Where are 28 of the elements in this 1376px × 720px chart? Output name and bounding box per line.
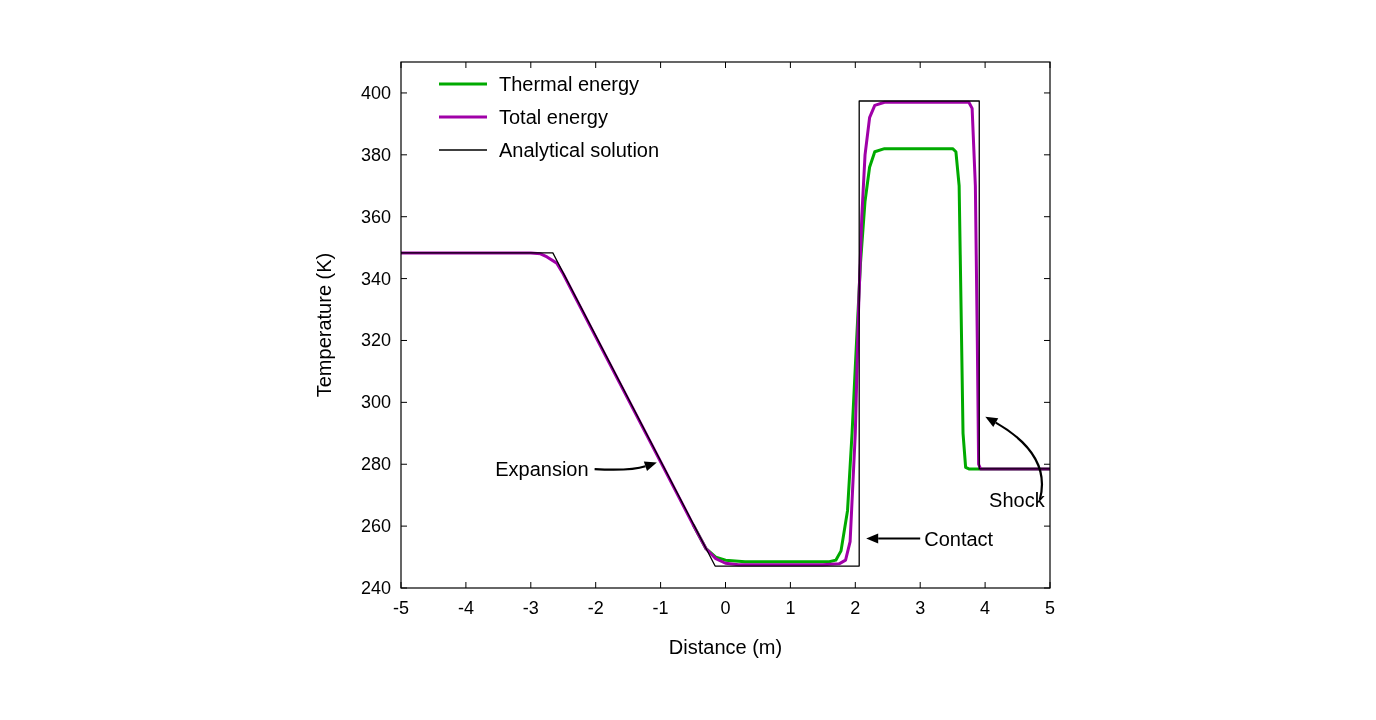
y-tick-label: 380 bbox=[360, 144, 391, 165]
x-tick-label: -4 bbox=[457, 598, 474, 618]
y-tick-label: 260 bbox=[360, 516, 391, 537]
y-tick-label: 320 bbox=[360, 330, 391, 351]
x-tick-label: 3 bbox=[915, 598, 926, 618]
x-axis-title: Distance (m) bbox=[668, 636, 783, 658]
x-tick-label: 1 bbox=[785, 598, 796, 618]
legend-label: Analytical solution bbox=[499, 139, 660, 161]
y-tick-label: 240 bbox=[360, 578, 391, 598]
y-tick-label: 400 bbox=[360, 82, 391, 103]
y-tick-label: 360 bbox=[360, 206, 391, 227]
annotation: Shock bbox=[989, 488, 1046, 511]
annotation: Contact bbox=[924, 528, 994, 551]
x-tick-label: -5 bbox=[392, 598, 410, 618]
y-tick-label: 280 bbox=[360, 454, 391, 475]
x-tick-label: 4 bbox=[980, 598, 991, 618]
x-tick-label: -2 bbox=[587, 598, 604, 618]
y-tick-label: 300 bbox=[360, 392, 391, 413]
x-tick-label: -1 bbox=[652, 598, 669, 618]
x-tick-label: 0 bbox=[720, 598, 731, 618]
x-tick-label: 2 bbox=[850, 598, 861, 618]
x-tick-label: -3 bbox=[522, 598, 539, 618]
annotation: Expansion bbox=[495, 458, 589, 481]
legend-label: Thermal energy bbox=[499, 73, 640, 95]
y-tick-label: 340 bbox=[360, 268, 391, 289]
legend-label: Total energy bbox=[499, 106, 608, 128]
y-axis-title: Temperature (K) bbox=[313, 252, 335, 398]
x-tick-label: 5 bbox=[1044, 598, 1056, 618]
